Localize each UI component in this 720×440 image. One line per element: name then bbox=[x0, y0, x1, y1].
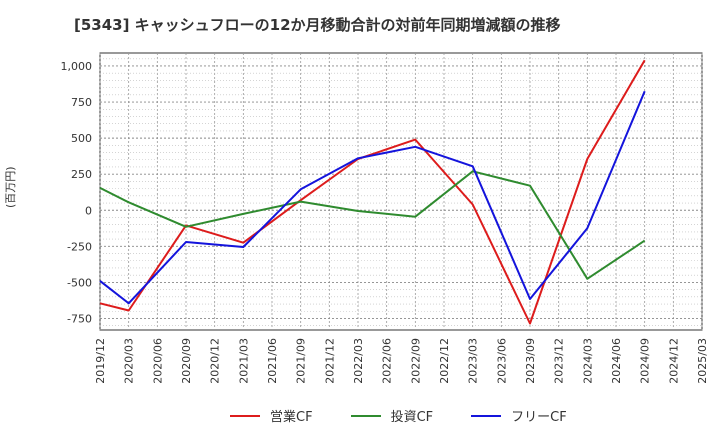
x-tick-label: 2024/12 bbox=[667, 338, 680, 384]
x-tick-label: 2024/09 bbox=[639, 338, 652, 384]
chart-title: [5343] キャッシュフローの12か月移動合計の対前年同期増減額の推移 bbox=[74, 16, 561, 34]
x-tick-label: 2020/12 bbox=[209, 338, 222, 384]
legend-item: フリーCF bbox=[471, 406, 567, 425]
y-tick-label: 750 bbox=[71, 96, 92, 109]
legend-item: 営業CF bbox=[230, 406, 313, 425]
legend-label: 営業CF bbox=[270, 410, 313, 425]
legend-label: フリーCF bbox=[511, 410, 567, 425]
y-tick-label: 0 bbox=[85, 204, 92, 217]
x-tick-label: 2021/06 bbox=[266, 338, 279, 384]
x-tick-label: 2023/09 bbox=[524, 338, 537, 384]
x-tick-label: 2021/09 bbox=[295, 338, 308, 384]
legend-item: 投資CF bbox=[350, 406, 434, 425]
legend-swatch bbox=[471, 414, 502, 417]
x-tick-label: 2021/03 bbox=[237, 338, 250, 384]
y-tick-label: 1,000 bbox=[61, 60, 93, 73]
x-tick-label: 2025/03 bbox=[696, 338, 709, 384]
y-tick-label: -750 bbox=[67, 312, 92, 325]
x-tick-label: 2024/03 bbox=[581, 338, 594, 384]
x-tick-label: 2020/09 bbox=[180, 338, 193, 384]
x-tick-label: 2022/12 bbox=[438, 338, 451, 384]
x-tick-label: 2024/06 bbox=[610, 338, 623, 384]
legend: 営業CF 投資CF フリーCF bbox=[230, 406, 567, 425]
x-tick-label: 2022/09 bbox=[409, 338, 422, 384]
y-tick-label: 500 bbox=[71, 132, 92, 145]
x-tick-label: 2021/12 bbox=[323, 338, 336, 384]
x-tick-label: 2020/06 bbox=[151, 338, 164, 384]
legend-label: 投資CF bbox=[390, 410, 434, 425]
x-tick-label: 2023/03 bbox=[467, 338, 480, 384]
x-tick-label: 2022/06 bbox=[381, 338, 394, 384]
y-tick-label: -500 bbox=[67, 276, 92, 289]
series-line bbox=[99, 170, 646, 280]
x-tick-label: 2022/03 bbox=[352, 338, 365, 384]
x-tick-label: 2023/06 bbox=[495, 338, 508, 384]
x-tick-label: 2023/12 bbox=[553, 338, 566, 384]
y-tick-label: 250 bbox=[71, 168, 92, 181]
x-tick-label: 2019/12 bbox=[94, 338, 107, 384]
y-tick-label: -250 bbox=[67, 240, 92, 253]
series-line bbox=[99, 90, 646, 305]
x-tick-label: 2020/03 bbox=[123, 338, 136, 384]
legend-swatch bbox=[350, 414, 381, 417]
legend-swatch bbox=[230, 414, 260, 417]
